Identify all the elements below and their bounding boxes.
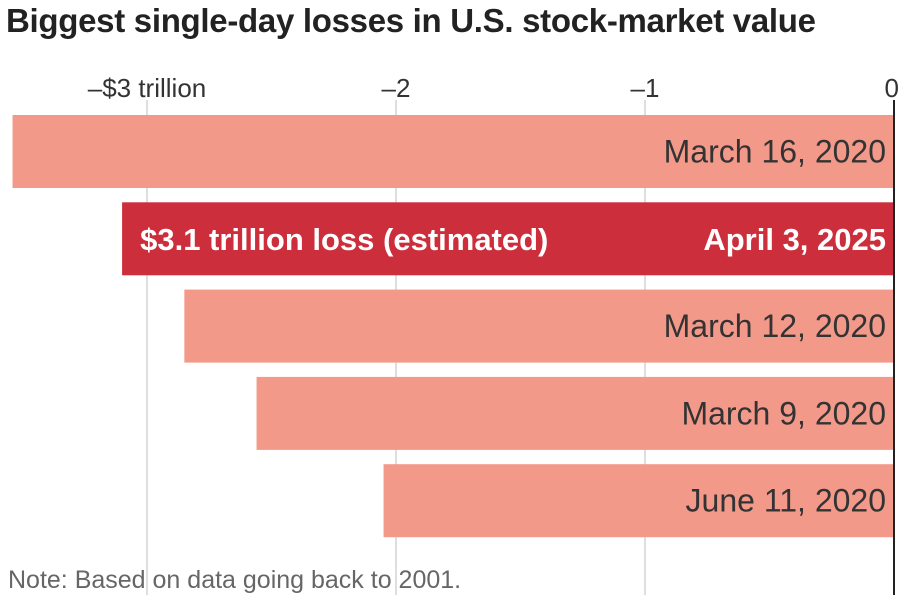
bar: [122, 202, 895, 276]
bar-labels: March 16, 2020 April 3, 2025 $3.1 trillion…: [140, 134, 886, 519]
bar: [184, 289, 895, 363]
chart-title: Biggest single-day losses in U.S. stock-…: [6, 2, 816, 39]
bar-category-label: March 9, 2020: [681, 395, 886, 431]
bar-category-label: March 12, 2020: [664, 308, 886, 344]
tick-label: 0: [885, 73, 899, 103]
bar: [383, 464, 894, 538]
bar-category-label: June 11, 2020: [686, 483, 886, 519]
bar-category-label: April 3, 2025: [703, 222, 886, 257]
bar-annotation: $3.1 trillion loss (estimated): [140, 222, 548, 257]
bar-category-label: March 16, 2020: [664, 134, 886, 170]
chart-note: Note: Based on data going back to 2001.: [8, 566, 462, 594]
bar: [256, 376, 894, 450]
tick-labels: –$3 trillion –2 –1 0: [88, 73, 899, 103]
bar: [12, 115, 895, 188]
bars: [12, 115, 895, 538]
tick-label: –1: [631, 73, 660, 103]
tick-label: –$3 trillion: [88, 73, 207, 103]
tick-label: –2: [382, 73, 411, 103]
